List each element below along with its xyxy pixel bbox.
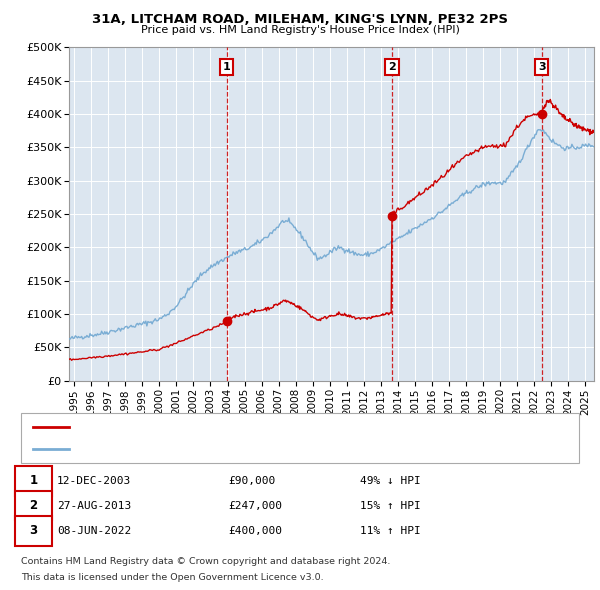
- Text: £400,000: £400,000: [228, 526, 282, 536]
- Text: 3: 3: [29, 525, 38, 537]
- Text: £247,000: £247,000: [228, 501, 282, 510]
- Text: 2: 2: [388, 62, 396, 72]
- Text: 12-DEC-2003: 12-DEC-2003: [57, 476, 131, 486]
- Text: 1: 1: [29, 474, 38, 487]
- Text: £90,000: £90,000: [228, 476, 275, 486]
- Text: 15% ↑ HPI: 15% ↑ HPI: [360, 501, 421, 510]
- Text: 11% ↑ HPI: 11% ↑ HPI: [360, 526, 421, 536]
- Text: 49% ↓ HPI: 49% ↓ HPI: [360, 476, 421, 486]
- Text: 27-AUG-2013: 27-AUG-2013: [57, 501, 131, 510]
- Text: This data is licensed under the Open Government Licence v3.0.: This data is licensed under the Open Gov…: [21, 572, 323, 582]
- Text: Contains HM Land Registry data © Crown copyright and database right 2024.: Contains HM Land Registry data © Crown c…: [21, 557, 391, 566]
- Text: HPI: Average price, detached house, Breckland: HPI: Average price, detached house, Brec…: [78, 444, 323, 454]
- Text: 08-JUN-2022: 08-JUN-2022: [57, 526, 131, 536]
- Text: 31A, LITCHAM ROAD, MILEHAM, KING'S LYNN, PE32 2PS (detached house): 31A, LITCHAM ROAD, MILEHAM, KING'S LYNN,…: [78, 422, 460, 432]
- Text: 31A, LITCHAM ROAD, MILEHAM, KING'S LYNN, PE32 2PS: 31A, LITCHAM ROAD, MILEHAM, KING'S LYNN,…: [92, 13, 508, 26]
- Text: 3: 3: [538, 62, 545, 72]
- Text: 2: 2: [29, 499, 38, 512]
- Text: 1: 1: [223, 62, 230, 72]
- Text: Price paid vs. HM Land Registry's House Price Index (HPI): Price paid vs. HM Land Registry's House …: [140, 25, 460, 35]
